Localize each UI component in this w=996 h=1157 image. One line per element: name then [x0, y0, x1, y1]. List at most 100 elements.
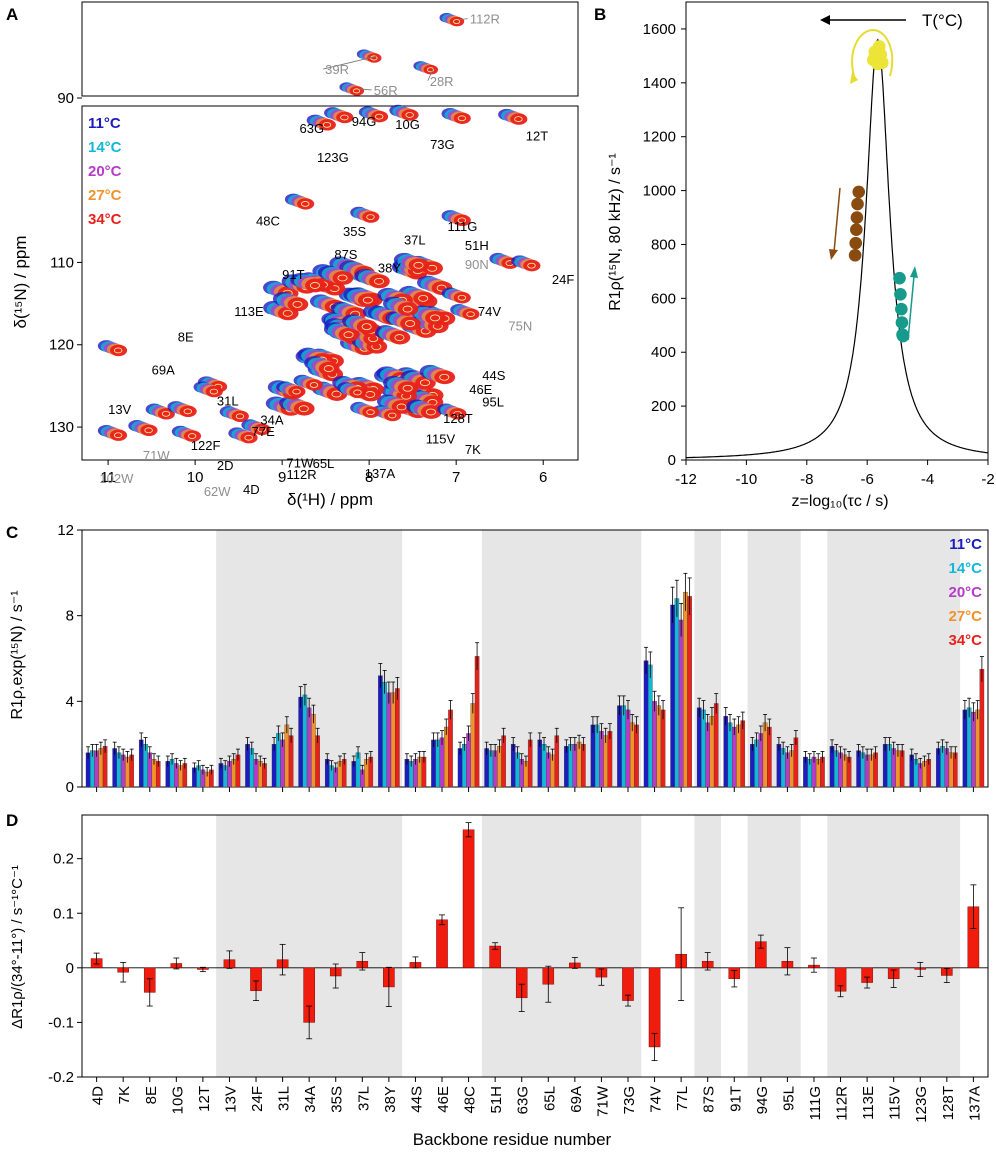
spectrum-peak-label: 38Y	[378, 260, 401, 275]
c-y-tick-label: 12	[57, 522, 74, 539]
spectrum-peak-34°C	[231, 410, 249, 422]
residue-tick-label: 12T	[196, 1086, 213, 1112]
spectrum-peak-label: 56R	[374, 83, 398, 98]
spectrum-peak-contour	[402, 305, 413, 313]
residue-tick-label: 113E	[860, 1086, 877, 1120]
residue-tick-label: 77L	[674, 1086, 691, 1111]
c-bar-14°C	[674, 598, 680, 788]
curve-arrows	[820, 15, 918, 341]
panel-label-c: C	[6, 523, 18, 542]
spectrum-y-tick-label: 110	[50, 254, 74, 271]
spectrum-peak-label: 7K	[465, 442, 481, 457]
spectrum-peak-34°C	[389, 330, 411, 345]
curve-x-tick-label: -10	[736, 471, 758, 488]
spectrum-peak-contour	[337, 274, 348, 282]
spectrum-peak-contour	[113, 347, 123, 354]
spectrum-peak-34°C	[413, 291, 434, 306]
residue-tick-labels: 4D 7K 8E 10G 12T 13V 24F 31L 34A 35S 37L 38Y 44S 46E 4…	[90, 1085, 984, 1123]
brown-down-arrow	[833, 187, 841, 253]
c-bar-34°C	[793, 737, 799, 788]
shaded-region	[827, 815, 961, 1077]
spectrum-peak-34°C	[371, 110, 389, 123]
c-bar-34°C	[315, 735, 320, 788]
spectrum-peak-contour	[298, 405, 309, 413]
spectrum-peak-contour	[235, 413, 245, 420]
spectrum-peak-label: 2D	[217, 458, 234, 473]
spectrum-x-tick-label: 9	[278, 469, 286, 486]
shaded-region	[481, 815, 642, 1077]
spectrum-peak-contour	[373, 277, 384, 285]
residue-tick-label: 95L	[780, 1086, 797, 1111]
spectrum-peak-34°C	[453, 112, 471, 124]
d-y-tick-label: 0	[66, 960, 74, 977]
spectrum-peak-34°C	[397, 302, 419, 316]
spectrum-peak-label: 34A	[260, 413, 283, 428]
c-bar-14°C	[276, 733, 281, 788]
c-bar-20°C	[306, 707, 312, 788]
curve-y-tick-label: 400	[651, 344, 676, 361]
spectrum-peak-contour	[457, 115, 467, 122]
c-y-tick-label: 8	[66, 608, 74, 625]
c-bar-20°C	[625, 709, 631, 788]
spectrum-peak-34°C	[462, 308, 480, 320]
curve-point-teal	[895, 316, 909, 329]
spectrum-peak-contour	[340, 114, 349, 121]
c-axes: 0 4 8 12	[57, 522, 974, 796]
curve-point-teal	[893, 271, 906, 285]
spectrum-label-leader	[427, 67, 435, 81]
spectrum-label-leader	[359, 88, 372, 91]
spectrum-peak-label: 77E	[252, 424, 275, 439]
spectrum-peak-label: 95L	[482, 394, 504, 409]
residue-tick-label: 34A	[302, 1086, 319, 1113]
spectrum-peak-34°C	[140, 424, 158, 436]
residue-tick-label: 46E	[435, 1086, 452, 1113]
residue-tick-label: 91T	[727, 1086, 744, 1112]
spectrum-peak-34°C	[183, 430, 202, 442]
residue-tick-label: 38Y	[382, 1086, 399, 1113]
panel-label-b: B	[594, 5, 606, 24]
spectrum-peak-34°C	[449, 16, 465, 27]
spectrum-peak-34°C	[425, 310, 446, 325]
c-bar-20°C	[705, 722, 710, 788]
spectrum-peak-contour	[352, 88, 361, 94]
residue-tick-label: 63G	[515, 1086, 532, 1114]
d-y-tick-label: -0.2	[48, 1069, 74, 1086]
spectrum-peak-label: 113E	[234, 304, 264, 319]
spectrum-peak-34°C	[401, 109, 419, 121]
spectrum-x-tick-label: 8	[365, 469, 373, 486]
spectrum-peak-contour	[396, 403, 407, 411]
c-bar-14°C	[302, 694, 308, 788]
spectrum-peak-contour	[430, 314, 441, 322]
spectrum-label-leader	[459, 18, 468, 21]
c-bar-34°C	[474, 656, 480, 788]
spectrum-peak-contour	[292, 388, 301, 395]
spectrum-peak-label: 63G	[300, 121, 325, 136]
spectrum-peak-contour	[113, 432, 123, 439]
spectrum-x-tick-label: 11	[100, 469, 116, 486]
spectrum-peak-34°C	[349, 386, 367, 399]
residue-tick-label: 69A	[568, 1086, 585, 1113]
c-y-tick-label: 4	[66, 693, 74, 710]
c-bar-14°C	[648, 664, 653, 788]
spectrum-peak-contour	[514, 116, 523, 122]
spectrum-peak-label: 35S	[343, 224, 366, 239]
d-bar	[462, 829, 475, 969]
spectrum-y-axis-label: δ(¹⁵N) / ppm	[11, 235, 30, 328]
spectrum-peak-contour	[388, 412, 397, 419]
spectrum-peak-label: 73G	[430, 137, 455, 152]
d-y-tick-label: 0.2	[53, 851, 74, 868]
residue-tick-label: 112R	[834, 1086, 851, 1121]
c-bar-34°C	[660, 709, 666, 788]
spectrum-peak-label: 13V	[108, 402, 131, 417]
spectrum-peak-label: 74V	[478, 304, 501, 319]
spectrum-peak-34°C	[510, 113, 528, 125]
panel-c-r1rho-bars: C 0 4 8 12 11°C 14°C 20°C 27°C 34°C R1ρ,exp(¹⁵N…	[6, 522, 989, 796]
spectrum-peak-label: 115V	[426, 432, 456, 447]
curve-y-tick-label: 800	[651, 236, 676, 253]
spectrum-peak-contour	[439, 373, 450, 381]
temperature-legend-c: 11°C 14°C 20°C 27°C 34°C	[948, 536, 982, 649]
spectrum-peak-contour	[309, 382, 319, 388]
spectrum-y-tick-label: 120	[49, 337, 74, 354]
spectrum-peak-contour	[331, 390, 342, 398]
c-bar-20°C	[652, 701, 657, 788]
